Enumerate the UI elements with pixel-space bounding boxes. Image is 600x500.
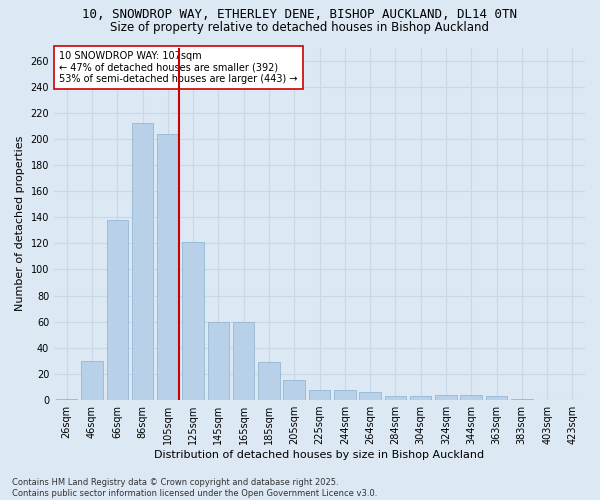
Bar bbox=[56, 399, 77, 400]
Bar bbox=[81, 361, 103, 400]
Bar bbox=[334, 390, 356, 400]
Y-axis label: Number of detached properties: Number of detached properties bbox=[15, 136, 25, 312]
Bar bbox=[208, 322, 229, 400]
Text: 10, SNOWDROP WAY, ETHERLEY DENE, BISHOP AUCKLAND, DL14 0TN: 10, SNOWDROP WAY, ETHERLEY DENE, BISHOP … bbox=[83, 8, 517, 20]
Bar bbox=[460, 395, 482, 400]
Bar bbox=[385, 396, 406, 400]
Bar bbox=[309, 390, 330, 400]
Bar bbox=[359, 392, 381, 400]
Bar bbox=[410, 396, 431, 400]
Bar bbox=[107, 220, 128, 400]
Bar bbox=[435, 395, 457, 400]
Text: 10 SNOWDROP WAY: 107sqm
← 47% of detached houses are smaller (392)
53% of semi-d: 10 SNOWDROP WAY: 107sqm ← 47% of detache… bbox=[59, 51, 298, 84]
Bar bbox=[283, 380, 305, 400]
Text: Size of property relative to detached houses in Bishop Auckland: Size of property relative to detached ho… bbox=[110, 21, 490, 34]
Bar bbox=[157, 134, 179, 400]
X-axis label: Distribution of detached houses by size in Bishop Auckland: Distribution of detached houses by size … bbox=[154, 450, 485, 460]
Bar bbox=[182, 242, 204, 400]
Bar bbox=[233, 322, 254, 400]
Bar bbox=[511, 399, 533, 400]
Bar bbox=[258, 362, 280, 400]
Bar bbox=[486, 396, 507, 400]
Text: Contains HM Land Registry data © Crown copyright and database right 2025.
Contai: Contains HM Land Registry data © Crown c… bbox=[12, 478, 377, 498]
Bar bbox=[132, 123, 153, 400]
